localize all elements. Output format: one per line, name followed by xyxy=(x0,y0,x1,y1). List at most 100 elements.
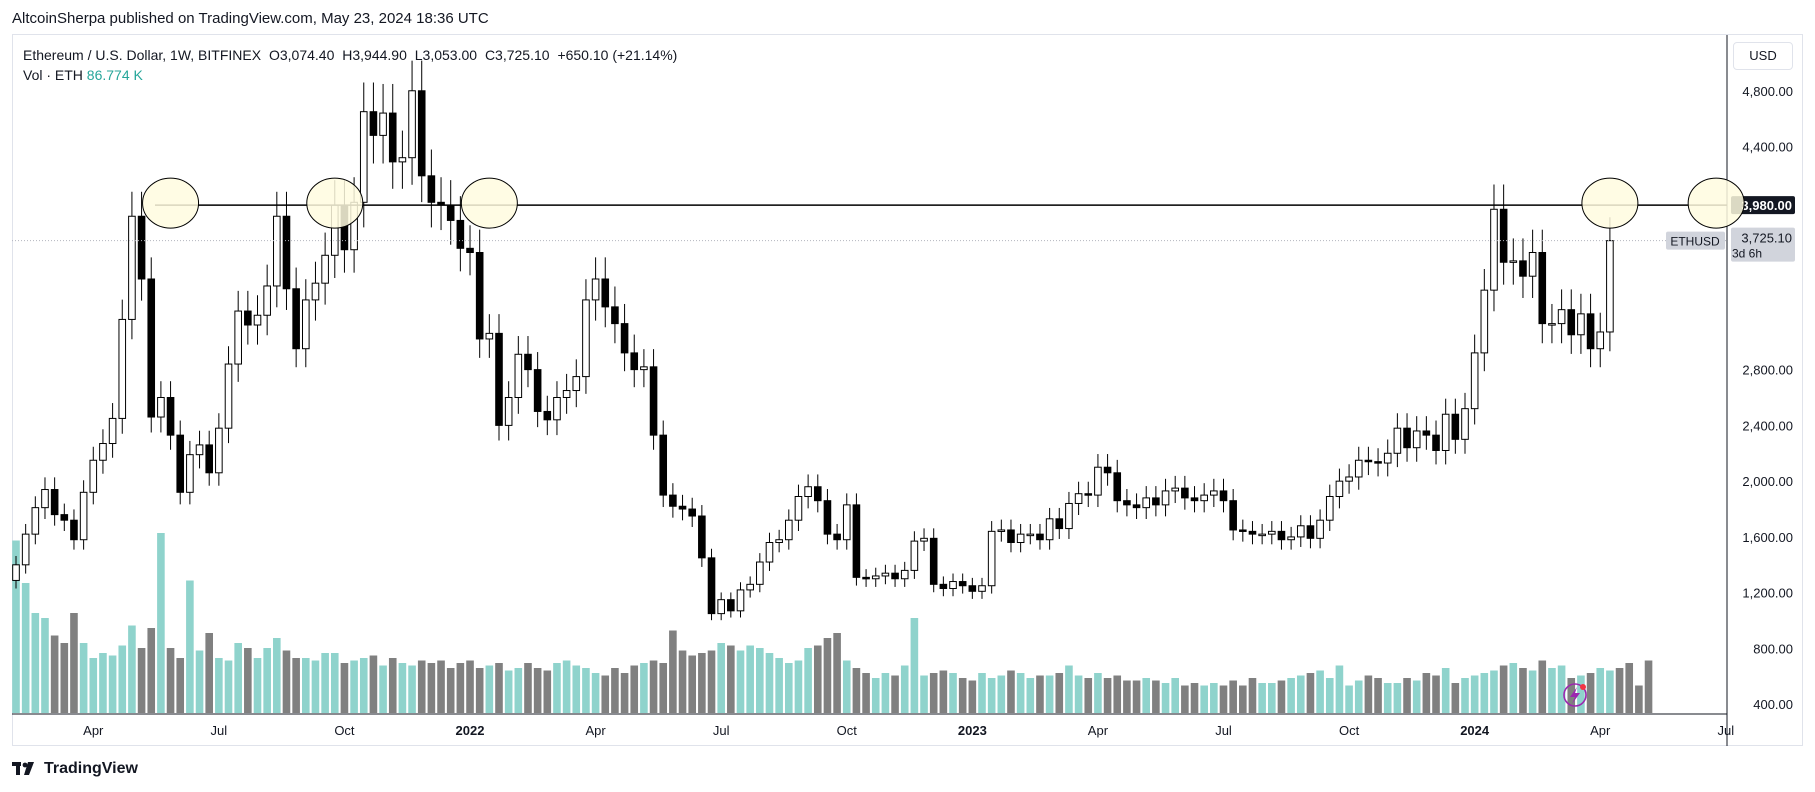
volume-bar xyxy=(1441,668,1450,713)
volume-bar xyxy=(669,630,677,713)
candle-body xyxy=(273,215,281,287)
candle xyxy=(311,261,320,321)
candle xyxy=(79,480,88,550)
candle-body xyxy=(775,539,783,544)
candle-body xyxy=(205,444,213,474)
currency-button[interactable]: USD xyxy=(1733,42,1793,70)
candle-body xyxy=(1268,530,1276,535)
volume-bar xyxy=(785,663,793,713)
candle-body xyxy=(21,533,30,566)
candle-body xyxy=(495,332,503,426)
candle-body xyxy=(717,599,725,615)
volume-bar xyxy=(1393,683,1402,713)
candle-body xyxy=(1229,500,1237,531)
y-tick-label: 1,600.00 xyxy=(1742,530,1793,545)
volume-bar xyxy=(340,663,349,713)
candle-body xyxy=(166,397,175,436)
x-tick-label: 2022 xyxy=(456,723,485,738)
volume-bar xyxy=(1364,675,1373,713)
symbol-title[interactable]: Ethereum / U.S. Dollar, 1W, BITFINEX xyxy=(23,47,262,63)
volume-bar xyxy=(79,643,88,713)
candle xyxy=(273,191,281,308)
candle-body xyxy=(79,491,88,541)
candle-body xyxy=(1248,530,1257,535)
candle-body xyxy=(1383,452,1392,464)
candle-body xyxy=(649,366,658,436)
candle-body xyxy=(195,444,204,456)
candle xyxy=(1490,184,1498,312)
candle-body xyxy=(1258,533,1266,537)
volume-bar xyxy=(842,660,851,713)
y-tick-label: 400.00 xyxy=(1753,697,1793,712)
candle-body xyxy=(765,542,774,563)
candle xyxy=(108,403,117,458)
open-value: O3,074.40 xyxy=(268,47,335,63)
candle-body xyxy=(427,175,436,203)
volume-bar xyxy=(1103,678,1112,713)
candle-body xyxy=(89,459,98,493)
candle-body xyxy=(514,353,523,399)
footer-brand[interactable]: TradingView xyxy=(12,760,138,778)
volume-label[interactable]: Vol · ETH xyxy=(23,67,83,83)
volume-bar xyxy=(244,648,252,713)
candle xyxy=(408,60,416,185)
candle xyxy=(1026,523,1035,545)
candle xyxy=(504,381,513,441)
candle-body xyxy=(1181,487,1189,499)
candle xyxy=(495,314,503,441)
candle xyxy=(765,532,774,571)
volume-bar xyxy=(543,670,552,713)
volume-bar xyxy=(292,658,300,713)
candle-body xyxy=(813,486,822,502)
candle-body xyxy=(533,369,542,412)
volume-bar xyxy=(1055,673,1064,713)
candle xyxy=(1316,509,1324,549)
volume-bar xyxy=(50,635,59,713)
candle xyxy=(1258,523,1266,545)
volume-bar xyxy=(775,658,783,713)
candle-body xyxy=(553,397,561,421)
candle xyxy=(543,395,552,436)
candle xyxy=(41,477,49,520)
volume-bar xyxy=(939,670,948,713)
candle xyxy=(601,257,610,328)
candle xyxy=(910,531,919,579)
x-tick-label: 2023 xyxy=(958,723,987,738)
volume-bar xyxy=(1354,680,1363,713)
volume-bar xyxy=(157,533,165,713)
volume-bar xyxy=(804,648,812,713)
x-tick-label: Apr xyxy=(585,723,606,738)
candle xyxy=(987,521,996,594)
candle-body xyxy=(1567,309,1576,336)
candle xyxy=(186,440,194,505)
candle xyxy=(949,573,957,597)
candle xyxy=(707,548,716,621)
volume-bar xyxy=(1016,673,1025,713)
volume-bar xyxy=(1248,678,1257,713)
candle xyxy=(1461,392,1469,454)
volume-bar xyxy=(205,633,213,713)
volume-bar xyxy=(1345,685,1353,713)
volume-bar xyxy=(1181,685,1189,713)
volume-bar xyxy=(1432,675,1440,713)
publish-header: AltcoinSherpa published on TradingView.c… xyxy=(12,10,489,27)
volume-bar xyxy=(1152,680,1160,713)
candle-body xyxy=(1036,533,1044,541)
candle-body xyxy=(1422,430,1431,436)
volume-bar xyxy=(427,663,436,713)
candle-body xyxy=(466,247,474,254)
candle xyxy=(485,314,494,358)
candle-body xyxy=(881,572,890,577)
candle-body xyxy=(1354,459,1363,478)
candle-body xyxy=(1606,240,1614,333)
volume-row: Vol · ETH 86.774 K xyxy=(23,65,681,85)
candle xyxy=(1519,238,1527,298)
volume-bar xyxy=(1219,685,1228,713)
candle-body xyxy=(659,434,668,496)
candle xyxy=(147,257,156,433)
volume-bar xyxy=(466,660,474,713)
candle xyxy=(572,359,581,408)
chart-frame[interactable] xyxy=(12,34,1803,746)
volume-bar xyxy=(1277,680,1286,713)
